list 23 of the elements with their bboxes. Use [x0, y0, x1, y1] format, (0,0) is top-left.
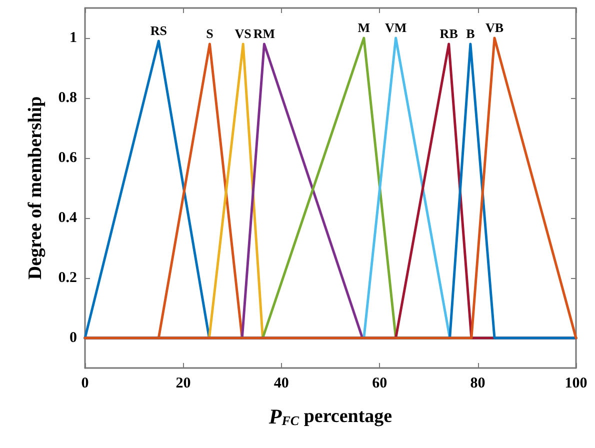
series-label: VS: [234, 26, 252, 41]
series-label: RB: [440, 26, 458, 41]
y-tick-label: 0: [70, 330, 77, 346]
x-tick-label: 80: [470, 376, 486, 392]
x-axis-title: PFC percentage: [268, 404, 392, 428]
y-tick-label: 0.8: [58, 90, 77, 106]
x-tick-label: 60: [372, 376, 388, 392]
y-tick-label: 1: [70, 30, 77, 46]
series-label: S: [206, 26, 214, 41]
x-tick-label: 40: [274, 376, 289, 392]
y-axis-title: Degree of membership: [25, 96, 46, 280]
y-tick-label: 0.6: [58, 150, 78, 166]
series-label: VM: [384, 20, 407, 35]
series-label: B: [466, 26, 476, 41]
series-label: RM: [253, 26, 276, 41]
series-label: RS: [150, 23, 167, 38]
series-label: VB: [485, 20, 504, 35]
x-tick-label: 100: [564, 376, 588, 392]
series-label: M: [358, 20, 370, 35]
x-tick-label: 0: [81, 376, 89, 392]
y-tick-label: 0.2: [58, 270, 77, 286]
y-tick-label: 0.4: [58, 210, 78, 226]
x-tick-label: 20: [176, 376, 191, 392]
